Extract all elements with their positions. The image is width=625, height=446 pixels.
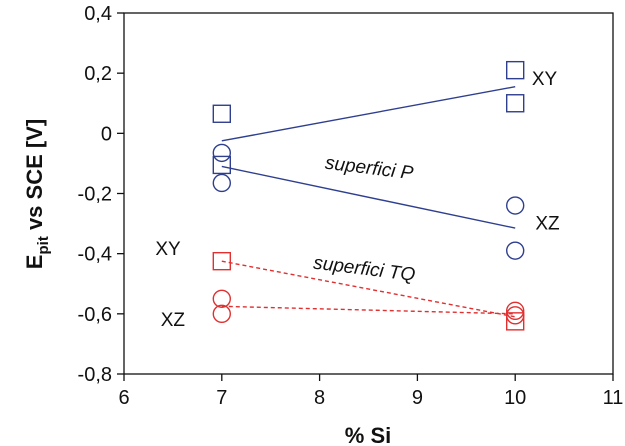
data-point-circle [212,304,232,324]
x-axis-ticks: 6 7 8 9 10 11 [118,374,623,409]
trend-line [221,260,516,318]
data-point-circle [212,289,232,308]
y-axis-title-rest: vs SCE [V] [22,119,47,236]
plot-area [123,12,614,375]
x-tick-label: 7 [216,387,227,409]
x-tick-label: 10 [504,387,526,409]
y-tick-label: 0,4 [84,3,112,25]
trend-lines [221,86,516,318]
x-axis-title: % Si [345,423,391,446]
x-tick-label: 9 [412,387,423,409]
x-tick-label: 11 [603,387,624,409]
annotation-label: superfici P [324,153,415,185]
y-axis-ticks: -0,8 -0,6 -0,4 -0,2 0 0,2 0,4 [78,3,124,386]
annotation-label: XY [532,69,558,90]
trend-line [221,305,516,315]
x-tick-label: 6 [118,387,129,409]
data-point-square [506,312,525,331]
x-tick-label: 8 [314,387,325,409]
data-point-square [506,94,525,113]
data-point-square [506,60,525,80]
data-point-square [212,251,232,271]
y-axis-title-subscript: pit [35,236,52,254]
y-tick-label: -0,4 [78,244,112,266]
y-axis-title: Epit vs SCE [V] [22,119,52,269]
y-tick-label: 0 [101,123,112,145]
data-point-square [212,155,232,175]
data-point-circle [506,306,525,325]
data-point-circle [506,301,525,321]
data-point-circle [212,173,232,193]
annotation-label: XY [155,239,181,260]
annotation-label: XZ [161,310,186,331]
y-tick-label: 0,2 [84,63,112,85]
data-point-circle [506,241,525,260]
y-tick-label: -0,8 [78,364,112,386]
trend-line [221,165,516,229]
y-axis-title-main: E [22,255,47,270]
y-tick-label: -0,6 [78,304,112,326]
data-points [212,60,525,331]
data-point-square [212,104,232,123]
trend-line [221,86,516,142]
data-point-circle [212,143,232,163]
y-tick-label: -0,2 [78,184,112,206]
data-point-circle [506,196,525,215]
annotation-label: XZ [535,214,560,235]
